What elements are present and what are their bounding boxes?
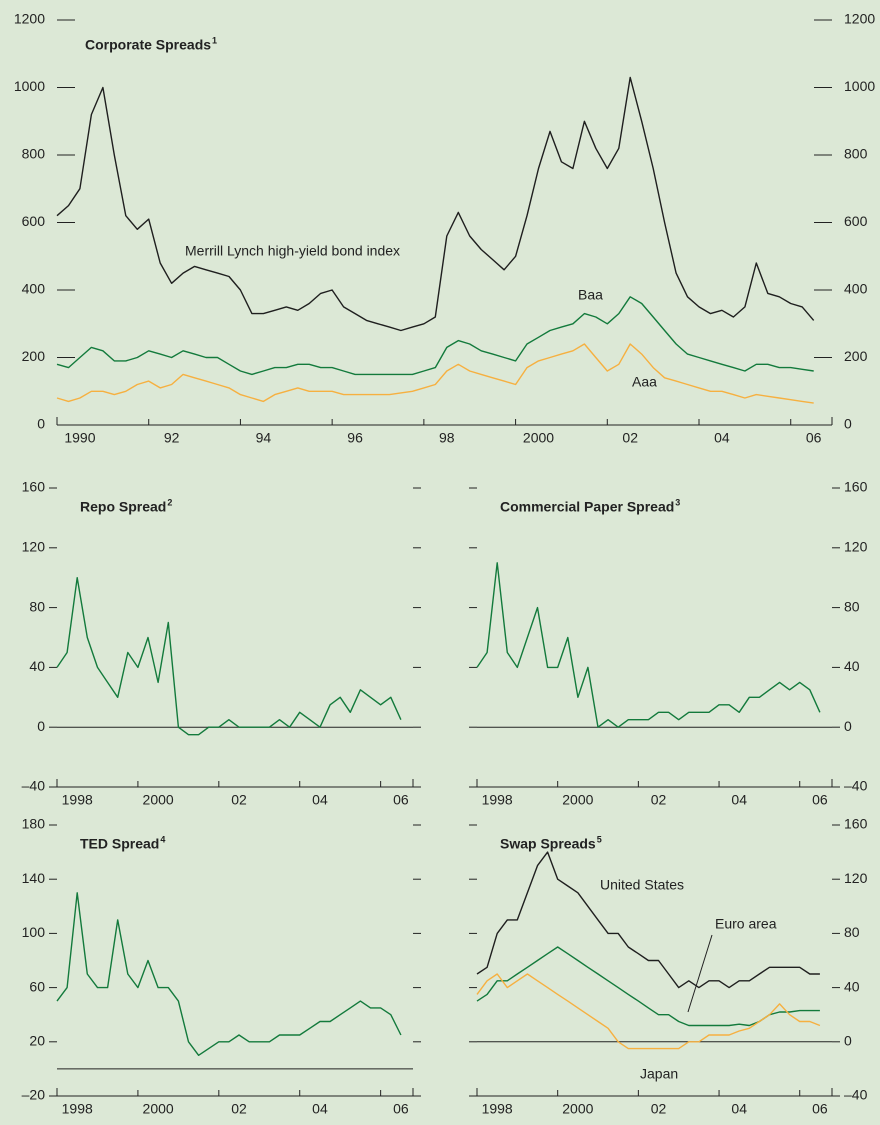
y-tick-label: 1200 [844,11,875,27]
y-tick-label: 0 [844,718,852,734]
y-tick-label: 200 [22,348,46,364]
series-line [56,892,402,1056]
annotation: Aaa [632,374,657,390]
y-tick-label: 600 [22,213,46,229]
y-tick-label: 120 [844,539,868,555]
title-footnote: 2 [167,497,172,507]
x-tick-label: 02 [231,792,247,808]
title-footnote: 3 [675,497,680,507]
series-line [56,76,815,332]
x-tick-label: 06 [812,792,828,808]
x-tick-label: 04 [731,792,747,808]
title-footnote: 1 [212,35,217,45]
y-tick-label: 140 [22,870,46,886]
y-tick-label: –40 [844,778,868,794]
y-tick-label: 40 [29,658,45,674]
x-tick-label: 06 [393,792,409,808]
title-footnote: 5 [597,834,602,844]
y-tick-label: 0 [844,416,852,432]
x-tick-label: 04 [312,1101,328,1117]
y-tick-label: 120 [22,539,46,555]
chart-title: Corporate Spreads [85,37,211,53]
y-tick-label: 0 [37,416,45,432]
y-tick-label: 80 [844,924,860,940]
y-tick-label: 160 [844,479,868,495]
annotation: Japan [640,1066,678,1082]
x-tick-label: 02 [651,1101,667,1117]
series-line [476,562,821,728]
series-line [56,577,402,736]
series-line [56,296,814,376]
series-line [476,946,820,1027]
y-tick-label: 120 [844,870,868,886]
y-tick-label: 1000 [844,78,875,94]
y-tick-label: 160 [22,479,46,495]
x-tick-label: 1998 [482,1101,513,1117]
y-tick-label: 400 [844,281,868,297]
x-tick-label: 2000 [143,792,174,808]
leader-line [687,934,713,1013]
x-tick-label: 94 [256,430,272,446]
chart-title: Swap Spreads [500,836,596,852]
y-tick-label: 40 [844,978,860,994]
x-tick-label: 2000 [523,430,554,446]
x-tick-label: 04 [312,792,328,808]
y-tick-label: 100 [22,924,46,940]
x-tick-label: 1998 [62,792,93,808]
x-tick-label: 1998 [482,792,513,808]
title-footnote: 4 [160,834,165,844]
x-tick-label: 2000 [562,1101,593,1117]
x-tick-label: 98 [439,430,455,446]
x-tick-label: 1998 [62,1101,93,1117]
y-tick-label: 0 [844,1033,852,1049]
y-tick-label: 180 [22,816,46,832]
y-tick-label: 800 [844,146,868,162]
y-tick-label: 800 [22,146,46,162]
annotation: Baa [578,287,603,303]
y-tick-label: 40 [844,658,860,674]
series-line [476,973,821,1050]
x-tick-label: 02 [651,792,667,808]
y-tick-label: 600 [844,213,868,229]
y-tick-label: –40 [844,1087,868,1103]
x-tick-label: 06 [393,1101,409,1117]
chart-title: Repo Spread [80,499,166,515]
chart-title: TED Spread [80,836,159,852]
x-tick-label: 06 [812,1101,828,1117]
x-tick-label: 2000 [562,792,593,808]
y-tick-label: 80 [29,598,45,614]
annotation: United States [600,877,684,893]
x-tick-label: 04 [731,1101,747,1117]
x-tick-label: 02 [231,1101,247,1117]
chart-title: Commercial Paper Spread [500,499,674,515]
y-tick-label: 60 [29,978,45,994]
x-tick-label: 04 [714,430,730,446]
x-tick-label: 2000 [143,1101,174,1117]
y-tick-label: 20 [29,1033,45,1049]
y-tick-label: –40 [22,778,46,794]
series-line [56,343,814,404]
y-tick-label: –20 [22,1087,46,1103]
y-tick-label: 1000 [14,78,45,94]
annotation: Merrill Lynch high-yield bond index [185,243,400,259]
y-tick-label: 400 [22,281,46,297]
annotation: Euro area [715,916,777,932]
x-tick-label: 96 [347,430,363,446]
y-tick-label: 200 [844,348,868,364]
x-tick-label: 06 [806,430,822,446]
y-tick-label: 80 [844,598,860,614]
y-tick-label: 0 [37,718,45,734]
y-tick-label: 1200 [14,11,45,27]
x-tick-label: 1990 [64,430,95,446]
series-line [476,851,820,989]
x-tick-label: 92 [164,430,180,446]
x-tick-label: 02 [622,430,638,446]
y-tick-label: 160 [844,816,868,832]
